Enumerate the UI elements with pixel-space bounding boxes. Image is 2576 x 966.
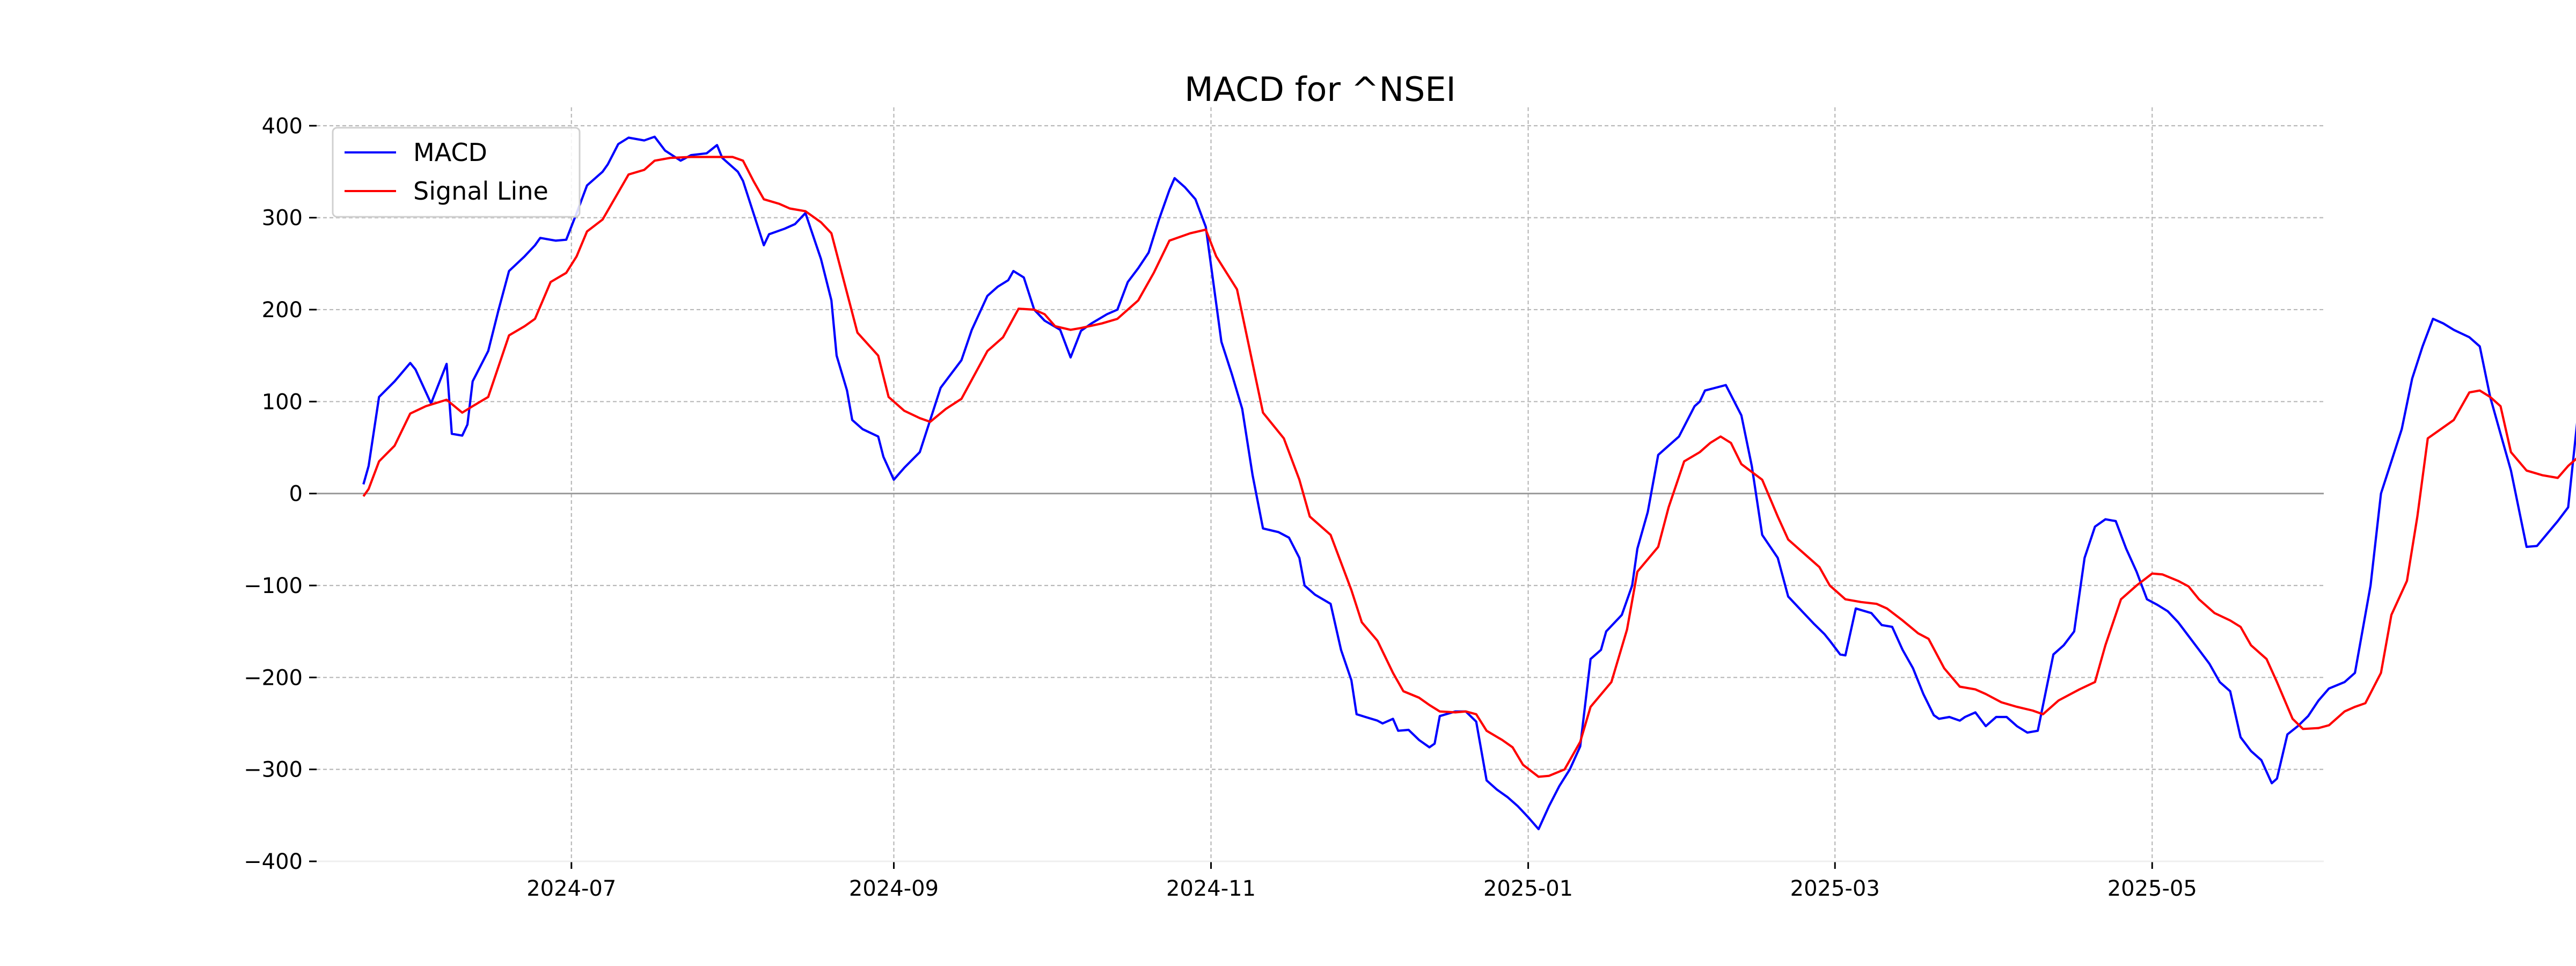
y-tick-label: −400: [244, 850, 303, 874]
x-tick-label: 2024-07: [526, 876, 616, 901]
legend-label-macd: MACD: [413, 138, 487, 167]
y-tick-label: −300: [244, 758, 303, 782]
x-tick-label: 2025-01: [1483, 876, 1573, 901]
y-tick-label: 200: [262, 298, 303, 323]
grid-lines: [317, 107, 2324, 862]
y-tick-label: −100: [244, 574, 303, 598]
legend-label-signal-line: Signal Line: [413, 177, 548, 206]
x-tick-label: 2024-09: [849, 876, 939, 901]
macd-line: [362, 135, 2576, 831]
y-tick-label: 0: [289, 482, 303, 507]
y-tick-label: 300: [262, 206, 303, 231]
chart-title: MACD for ^NSEI: [1184, 70, 1456, 109]
signal-line-line: [362, 156, 2576, 778]
series-lines: [362, 135, 2576, 831]
y-tick-label: 400: [262, 114, 303, 138]
x-tick-label: 2025-03: [1790, 876, 1880, 901]
legend: MACD Signal Line: [332, 127, 581, 218]
axis-ticks: 400 300 200 100 0 −100 −200 −300 −400 2024-07 2024…: [244, 114, 2324, 901]
legend-box: [332, 127, 581, 218]
y-tick-label: −200: [244, 665, 303, 690]
y-tick-label: 100: [262, 390, 303, 414]
x-tick-label: 2024-11: [1166, 876, 1256, 901]
x-tick-label: 2025-05: [2107, 876, 2197, 901]
